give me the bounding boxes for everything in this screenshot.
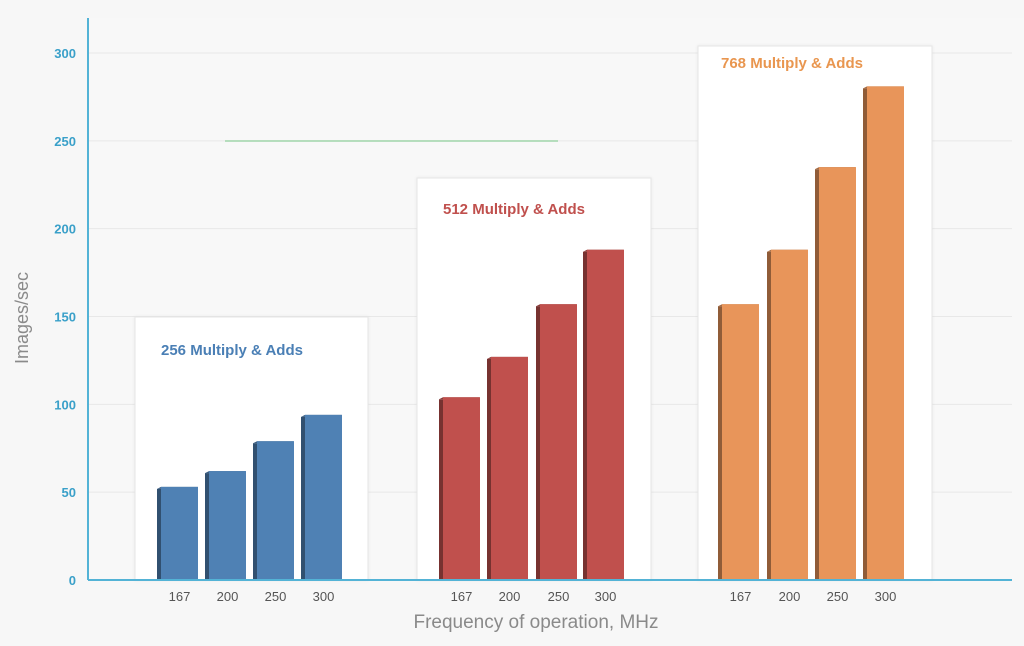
bar-side xyxy=(583,251,587,580)
bar-side xyxy=(767,251,771,580)
bar xyxy=(540,304,577,580)
x-tick-label: 250 xyxy=(827,589,849,604)
bar xyxy=(305,414,342,580)
group-title: 768 Multiply & Adds xyxy=(721,55,863,72)
x-tick-label: 300 xyxy=(875,589,897,604)
y-tick-label: 0 xyxy=(69,573,76,588)
bar xyxy=(161,486,198,580)
bar-side xyxy=(718,306,722,580)
x-axis-ticks: 167 200 250 300 167 200 250 300 167 200 250 300 xyxy=(169,589,897,604)
bar xyxy=(771,249,808,580)
y-axis-label: Images/sec xyxy=(12,272,32,364)
x-tick-label: 200 xyxy=(779,589,801,604)
x-tick-label: 250 xyxy=(265,589,287,604)
bar xyxy=(867,86,904,581)
x-tick-label: 300 xyxy=(595,589,617,604)
x-axis-label: Frequency of operation, MHz xyxy=(413,612,658,633)
group-title: 256 Multiply & Adds xyxy=(161,342,303,359)
bar-side xyxy=(815,169,819,580)
y-tick-label: 250 xyxy=(54,134,76,149)
x-tick-label: 250 xyxy=(548,589,570,604)
x-tick-label: 300 xyxy=(313,589,335,604)
bar xyxy=(209,471,246,580)
bar-side xyxy=(301,416,305,580)
y-axis-ticks: 0 50 100 150 200 250 300 xyxy=(54,46,76,588)
bar-side xyxy=(205,473,209,580)
y-tick-label: 200 xyxy=(54,222,76,237)
bar xyxy=(722,304,759,580)
y-tick-label: 300 xyxy=(54,46,76,61)
bar-side xyxy=(157,488,161,580)
bar xyxy=(587,249,624,580)
group-title: 512 Multiply & Adds xyxy=(443,201,585,218)
y-tick-label: 50 xyxy=(62,485,76,500)
bar xyxy=(819,167,856,580)
bar-side xyxy=(439,399,443,580)
bar xyxy=(443,397,480,580)
bar-side xyxy=(487,358,491,580)
y-tick-label: 100 xyxy=(54,397,76,412)
bar xyxy=(257,441,294,580)
bars xyxy=(157,86,904,581)
bar-side xyxy=(253,443,257,580)
bar-side xyxy=(863,88,867,581)
bar-side xyxy=(536,306,540,580)
y-tick-label: 150 xyxy=(54,310,76,325)
bar xyxy=(491,356,528,580)
x-tick-label: 200 xyxy=(499,589,521,604)
x-tick-label: 167 xyxy=(451,589,473,604)
x-tick-label: 167 xyxy=(730,589,752,604)
x-tick-label: 167 xyxy=(169,589,191,604)
x-tick-label: 200 xyxy=(217,589,239,604)
